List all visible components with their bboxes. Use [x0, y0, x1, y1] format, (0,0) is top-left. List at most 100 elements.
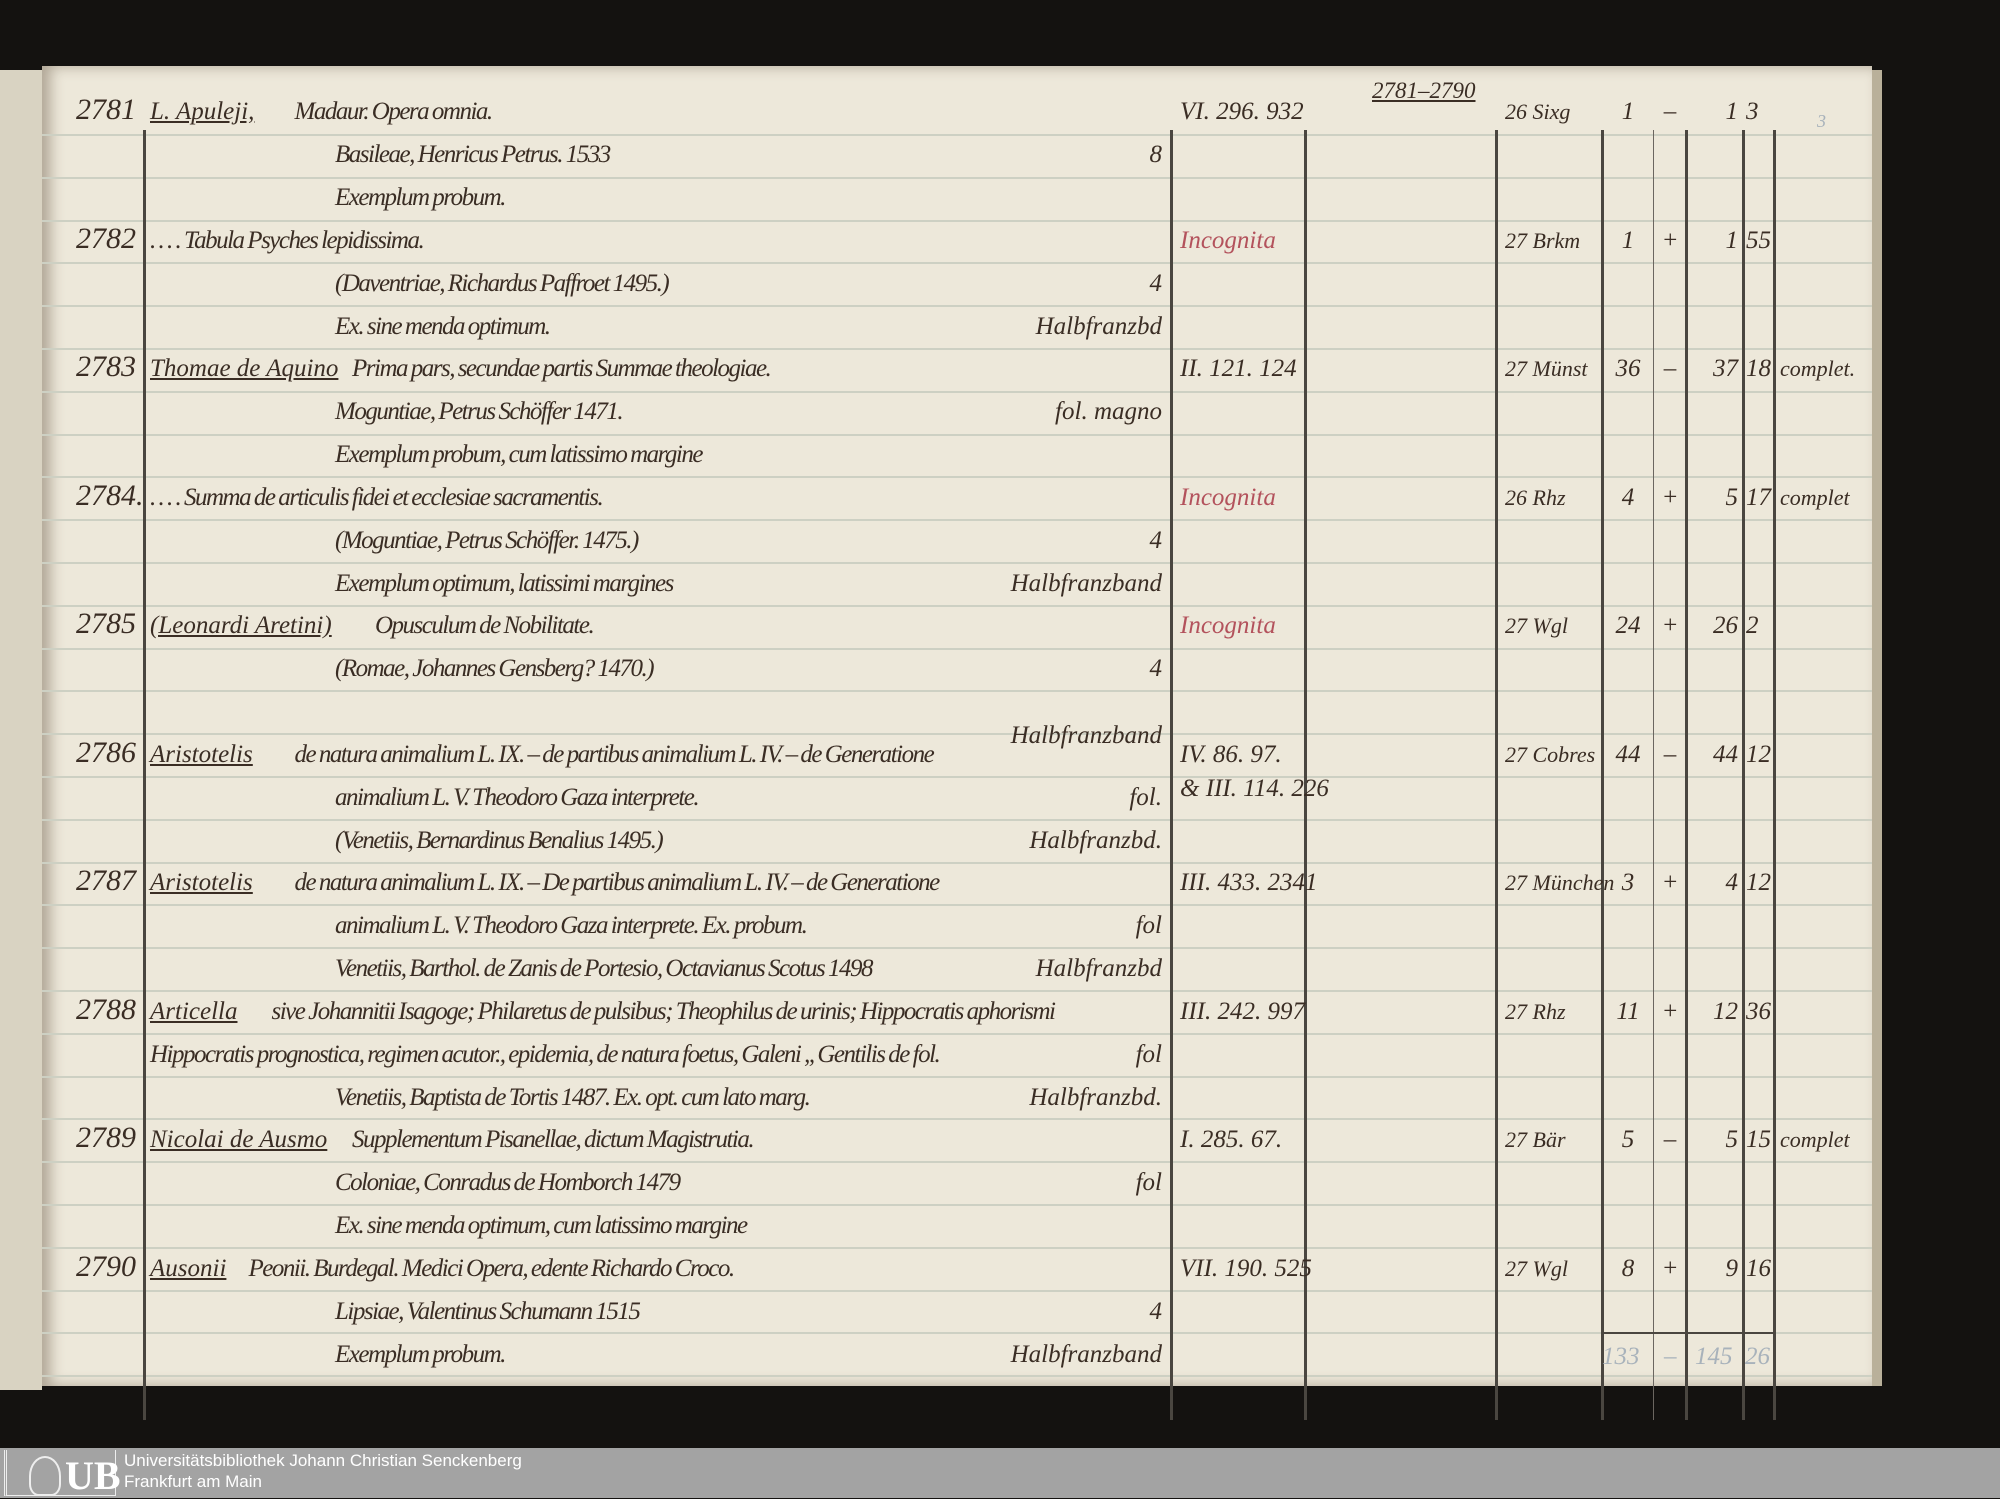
entry-count-a: 24 [1615, 612, 1641, 639]
entry-author: L. Apuleji, [150, 98, 255, 125]
entry-sign: – [1663, 1126, 1677, 1153]
entry-sign: + [1661, 997, 1679, 1025]
entry-title: . . . . Summa de articulis fidei et eccl… [150, 483, 604, 511]
entry-count-c: 17 [1746, 483, 1771, 511]
entry-count-a: 8 [1621, 1254, 1635, 1282]
entry-count-c: 2 [1746, 612, 1759, 639]
entry-date: 27 Wgl [1505, 613, 1568, 638]
entry-count-b: 26 [1713, 612, 1738, 639]
entry-number: 2787 [76, 864, 136, 897]
page-range: 2781–2790 [1372, 78, 1476, 103]
entry-author: Thomae de Aquino [150, 355, 339, 382]
entry-signature: Incognita [1180, 483, 1276, 511]
entry-format: 4 [1149, 1297, 1163, 1325]
entry-number: 2788 [76, 992, 136, 1026]
entry-format: 4 [1149, 526, 1163, 554]
entry-format: fol [1135, 1040, 1162, 1068]
entry-signature: Incognita [1180, 612, 1276, 639]
ruled-line [42, 1332, 1872, 1335]
column-divider [1742, 130, 1745, 1420]
entry-sign: – [1663, 98, 1677, 125]
entry-number: 2784. [76, 478, 144, 512]
ruled-line [42, 1246, 1872, 1249]
ruled-line [42, 861, 1872, 864]
column-divider [1601, 130, 1604, 1420]
entry-count-b: 5 [1725, 1126, 1739, 1153]
ruled-line [42, 604, 1872, 607]
ruled-line [42, 176, 1872, 179]
entry-number: 2786 [76, 735, 136, 769]
entry-signature: & III. 114. 226 [1180, 774, 1329, 802]
entry-count-c: 16 [1746, 1254, 1771, 1282]
entry-imprint: (Moguntiae, Petrus Schöffer. 1475.) [335, 526, 639, 554]
totals-line [1601, 1332, 1775, 1334]
entry-count-b: 9 [1725, 1254, 1739, 1282]
entry-author: Nicolai de Ausmo [150, 1126, 328, 1153]
entry-note: Exemplum probum, cum latissimo margine [335, 441, 703, 468]
ruled-line [42, 219, 1872, 222]
entry-signature: Incognita [1180, 226, 1276, 254]
library-logo: UB [4, 1450, 121, 1498]
entry-binding: Halbfranzband [1010, 569, 1162, 597]
entry-binding: Halbfranzband [1010, 1340, 1162, 1368]
entry-binding: Halbfranzbd [1035, 312, 1162, 340]
column-divider [143, 130, 146, 1420]
entry-count-c: 15 [1746, 1126, 1771, 1153]
ruled-line [42, 1032, 1872, 1035]
entry-count-b: 44 [1713, 740, 1738, 768]
entry-binding: Halbfranzband [1010, 722, 1162, 749]
entry-number: 2781 [76, 93, 136, 126]
entry-author: Aristotelis [150, 869, 253, 896]
ruled-line [42, 433, 1872, 436]
entry-author: Articella [150, 997, 238, 1025]
column-divider [1304, 130, 1307, 1420]
ruled-line [42, 390, 1872, 393]
entry-date: 26 Sixg [1505, 99, 1571, 124]
entry-binding: Halbfranzbd. [1029, 826, 1162, 854]
column-divider [1773, 130, 1776, 1420]
column-divider [1653, 130, 1654, 1420]
entry-count-c: 12 [1746, 869, 1771, 896]
entry-author: (Leonardi Aretini) [150, 612, 332, 639]
entry-format: 4 [1149, 269, 1163, 297]
entry-sign: – [1663, 740, 1677, 768]
entry-count-b: 37 [1713, 355, 1738, 382]
entry-count-a: 4 [1621, 483, 1635, 511]
entry-imprint: animalium L. V. Theodoro Gaza interprete… [335, 783, 700, 811]
entry-count-a: 1 [1621, 98, 1635, 125]
entry-format: fol. [1129, 783, 1162, 811]
ruled-line [42, 305, 1872, 308]
ledger-page: 2781 L. Apuleji, Madaur. Opera omnia. Basil… [42, 66, 1872, 1420]
entry-note: Exemplum probum. [335, 184, 506, 211]
ruled-line [42, 776, 1872, 778]
entry-count-a: 5 [1621, 1126, 1635, 1153]
footer-city: Frankfurt am Main [124, 1472, 262, 1491]
entry-signature: III. 242. 997 [1180, 997, 1305, 1025]
page-number: 3 [1817, 111, 1826, 131]
entry-date: 27 Wgl [1505, 1255, 1568, 1281]
column-divider [1685, 130, 1688, 1420]
entry-binding: Halbfranzbd. [1029, 1083, 1162, 1111]
ruled-line [42, 562, 1872, 564]
entry-remark: complet [1780, 484, 1850, 510]
entry-signature: II. 121. 124 [1180, 355, 1297, 382]
ruled-line [42, 476, 1872, 479]
entry-date: 27 Münst [1505, 356, 1588, 381]
ruled-line [42, 1289, 1872, 1292]
entry-count-b: 5 [1725, 483, 1739, 511]
entry-title: de natura animalium L. IX. – De partibus… [294, 869, 941, 896]
entry-format: fol [1135, 1169, 1162, 1196]
footer-institution: Universitätsbibliothek Johann Christian … [124, 1451, 522, 1470]
entry-note: Exemplum probum. [335, 1340, 506, 1368]
total-b: 145 [1695, 1343, 1733, 1370]
entry-title: Madaur. Opera omnia. [294, 98, 494, 125]
total-sign: – [1664, 1343, 1677, 1370]
ruled-line [42, 647, 1872, 650]
entry-count-c: 18 [1746, 355, 1771, 382]
entry-sign: – [1663, 355, 1677, 382]
previous-page-edge [0, 70, 42, 1390]
entry-imprint: (Romae, Johannes Gensberg? 1470.) [335, 655, 655, 682]
entry-title: Prima pars, secundae partis Summae theol… [352, 355, 772, 382]
entry-title: . . . . Tabula Psyches lepidissima. [150, 226, 425, 254]
ruled-line [42, 1075, 1872, 1078]
